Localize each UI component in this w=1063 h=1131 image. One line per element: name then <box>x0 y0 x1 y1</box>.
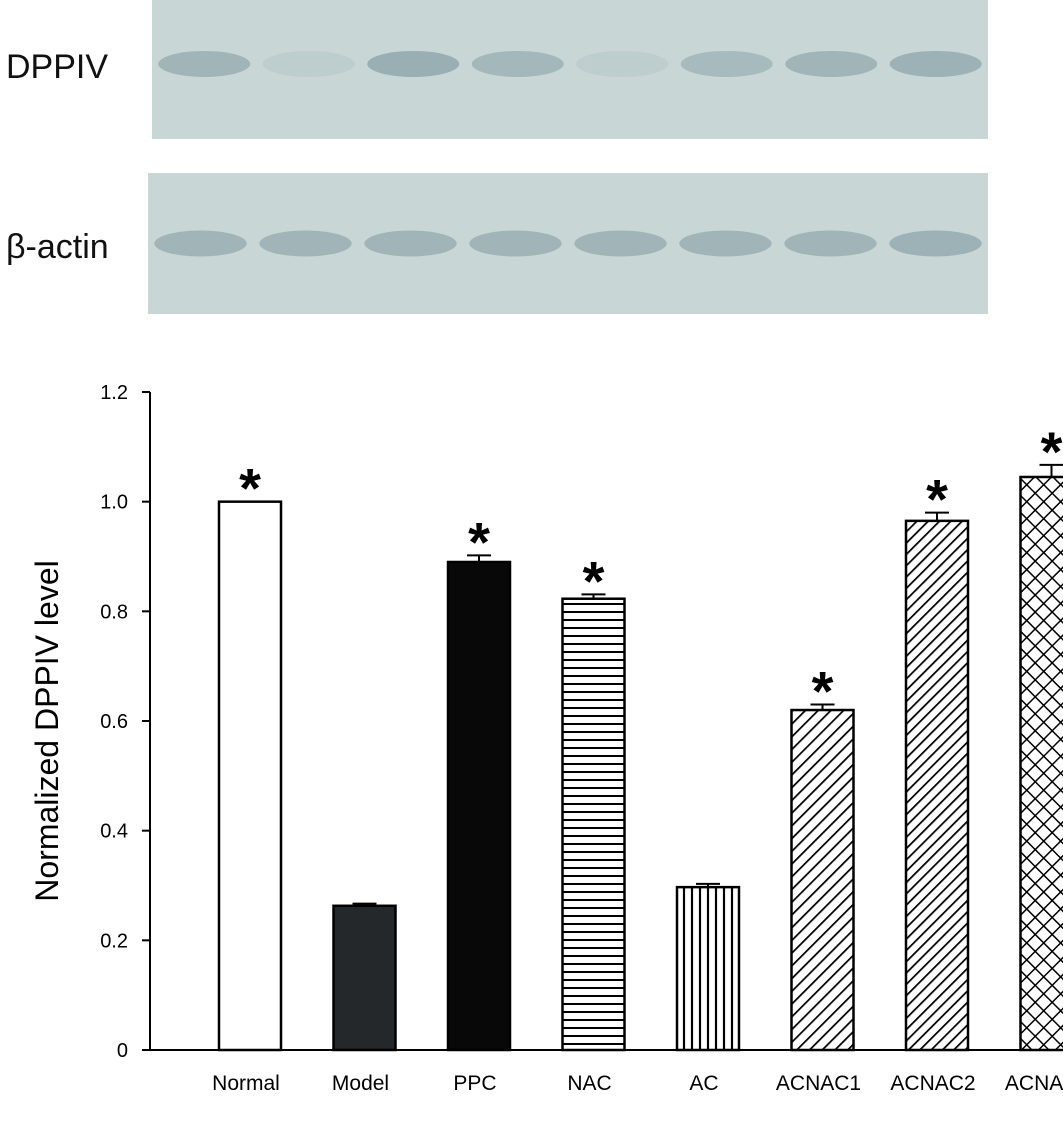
blot-band <box>364 230 457 257</box>
significance-marker: * <box>583 549 605 612</box>
blot-band <box>889 230 982 257</box>
x-tick-label: ACNAC1 <box>776 1072 861 1095</box>
blot-band <box>785 50 878 77</box>
bar-acnac3 <box>1019 475 1063 1052</box>
blot-band <box>367 50 460 77</box>
blot-band <box>889 50 982 77</box>
y-tick-label: 1.0 <box>100 492 128 514</box>
blot-panel-dppiv <box>152 0 988 139</box>
bar-ac <box>675 885 741 1052</box>
axes <box>142 391 1060 1051</box>
significance-marker: * <box>812 660 834 723</box>
blot-band <box>576 50 669 77</box>
bar-acnac1 <box>790 708 855 1052</box>
blot-band <box>784 230 877 257</box>
y-tick-label: 0.4 <box>100 821 128 843</box>
significance-marker: * <box>926 468 948 531</box>
x-tick-label: Normal <box>212 1072 280 1095</box>
blot-bands-beta-actin <box>154 230 982 257</box>
bar-ppc <box>446 560 512 1052</box>
x-tick-label: Model <box>332 1072 389 1095</box>
x-tick-label: NAC <box>567 1072 611 1095</box>
blot-band <box>469 230 562 257</box>
x-tick-label: ACNAC3 <box>1005 1072 1063 1095</box>
bar-normal <box>217 500 283 1052</box>
blot-label-beta-actin: β-actin <box>6 228 109 266</box>
significance-marker: * <box>1041 420 1063 483</box>
y-tick-label: 0.8 <box>100 601 128 623</box>
bar-acnac2 <box>904 519 970 1052</box>
blot-band <box>259 230 352 257</box>
bar-nac <box>561 597 626 1052</box>
blot-label-dppiv: DPPIV <box>6 48 109 86</box>
x-tick-label: AC <box>689 1072 718 1095</box>
y-tick-label: 1.2 <box>100 382 128 404</box>
blot-band <box>680 50 773 77</box>
blot-band <box>262 50 355 77</box>
blot-band <box>574 230 667 257</box>
y-tick-label: 0 <box>117 1040 128 1062</box>
y-tick-label: 0.2 <box>100 930 128 952</box>
blot-band <box>471 50 564 77</box>
x-tick-label: PPC <box>453 1072 496 1095</box>
blot-band <box>679 230 772 257</box>
bar-model <box>332 904 397 1052</box>
blot-bands-dppiv <box>158 50 982 77</box>
significance-marker: * <box>239 457 261 520</box>
y-axis-label: Normalized DPPIV level <box>29 560 65 901</box>
blot-band <box>154 230 247 257</box>
y-tick-label: 0.6 <box>100 711 128 733</box>
bars <box>217 463 1063 1052</box>
blot-band <box>158 50 251 77</box>
x-tick-label: ACNAC2 <box>890 1072 975 1095</box>
tick-labels: 0 0.2 0.4 0.6 0.8 1.0 1.2 Normalized DPPIV leve… <box>29 382 1063 1095</box>
blot-panel-beta-actin <box>148 173 988 314</box>
significance-marker: * <box>468 510 490 573</box>
